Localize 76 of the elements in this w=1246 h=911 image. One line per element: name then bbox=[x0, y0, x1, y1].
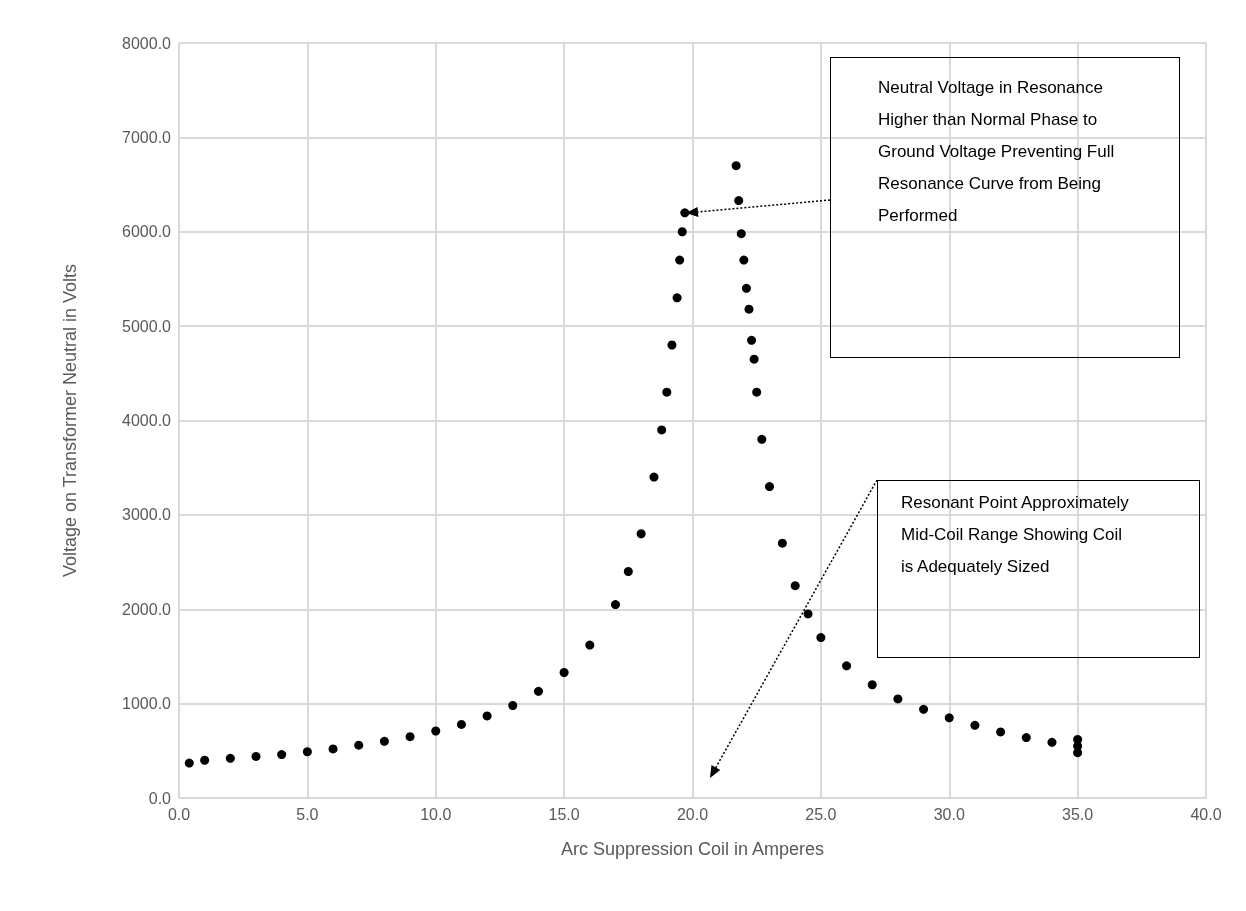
y-tick-label: 2000.0 bbox=[122, 600, 172, 618]
x-tick-label: 15.0 bbox=[548, 805, 580, 823]
point bbox=[667, 340, 677, 350]
x-tick-label: 20.0 bbox=[676, 805, 709, 823]
point bbox=[739, 255, 749, 265]
point bbox=[508, 701, 518, 711]
x-tick-label: 25.0 bbox=[805, 805, 837, 823]
point bbox=[379, 736, 389, 746]
point bbox=[482, 711, 492, 721]
x-tick-label: 35.0 bbox=[1062, 805, 1094, 823]
point bbox=[302, 747, 312, 757]
point bbox=[610, 600, 620, 610]
point bbox=[842, 661, 852, 671]
point bbox=[675, 255, 685, 265]
point bbox=[816, 633, 826, 643]
point bbox=[533, 686, 543, 696]
point bbox=[757, 434, 767, 444]
y-tick-label: 5000.0 bbox=[122, 317, 172, 335]
point bbox=[184, 758, 194, 768]
y-tick-label: 4000.0 bbox=[122, 412, 172, 429]
point bbox=[677, 227, 687, 237]
point bbox=[662, 387, 672, 397]
point bbox=[970, 720, 980, 730]
point bbox=[672, 293, 682, 303]
point bbox=[649, 472, 659, 482]
x-axis-title: Arc Suppression Coil in Amperes bbox=[560, 839, 825, 859]
y-tick-label: 0.0 bbox=[148, 789, 172, 807]
point bbox=[731, 161, 741, 171]
point bbox=[803, 609, 813, 619]
point bbox=[744, 304, 754, 314]
point bbox=[585, 640, 595, 650]
x-tick-label: 30.0 bbox=[933, 805, 965, 823]
point bbox=[1021, 733, 1031, 743]
point bbox=[1073, 748, 1083, 758]
point bbox=[636, 529, 646, 539]
y-tick-label: 7000.0 bbox=[122, 128, 172, 146]
point bbox=[736, 229, 746, 239]
point bbox=[225, 753, 235, 763]
y-tick-label: 1000.0 bbox=[122, 695, 172, 713]
x-tick-label: 5.0 bbox=[296, 805, 319, 823]
y-tick-label: 3000.0 bbox=[122, 506, 172, 524]
point bbox=[456, 719, 466, 729]
y-tick-label: 6000.0 bbox=[122, 223, 172, 241]
point bbox=[200, 755, 210, 765]
point bbox=[623, 567, 633, 576]
point bbox=[867, 680, 877, 690]
point bbox=[1073, 734, 1083, 744]
x-tick-label: 40.0 bbox=[1190, 805, 1222, 823]
point bbox=[431, 726, 441, 736]
point bbox=[749, 354, 759, 364]
point bbox=[354, 740, 364, 750]
point bbox=[734, 196, 744, 206]
point bbox=[747, 335, 757, 345]
annotation: Resonant Point Approximately Mid-Coil Range Showing Coil is Adequately Sized bbox=[877, 480, 1200, 658]
point bbox=[790, 581, 800, 591]
point bbox=[559, 667, 569, 677]
point bbox=[1047, 737, 1057, 747]
point bbox=[919, 704, 929, 714]
point bbox=[944, 713, 954, 723]
point bbox=[405, 732, 415, 742]
y-axis-title: Voltage on Transformer Neutral in Volts bbox=[60, 263, 80, 578]
point bbox=[741, 283, 751, 293]
point bbox=[251, 751, 261, 761]
x-tick-label: 10.0 bbox=[420, 805, 452, 823]
point bbox=[996, 727, 1006, 737]
point bbox=[277, 750, 287, 760]
annotation: Neutral Voltage in Resonance Higher than Normal Phase to Ground Voltage Preventing Full Resonance Curve from Being Performed bbox=[830, 57, 1180, 358]
point bbox=[328, 744, 338, 754]
y-tick-label: 8000.0 bbox=[122, 34, 172, 52]
point bbox=[777, 538, 787, 548]
point bbox=[765, 482, 775, 492]
point bbox=[680, 208, 690, 218]
point bbox=[657, 425, 667, 435]
x-tick-label: 0.0 bbox=[167, 805, 191, 823]
point bbox=[752, 387, 762, 397]
point bbox=[893, 694, 903, 704]
